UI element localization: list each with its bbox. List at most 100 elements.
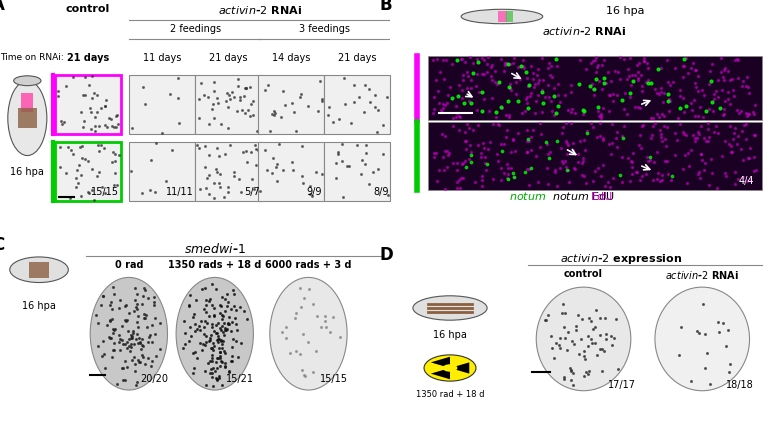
Point [475,177,488,184]
Point [582,370,594,377]
Point [713,328,725,335]
Point [496,147,508,154]
Point [184,291,196,299]
Point [215,358,228,365]
Point [589,340,601,347]
Point [135,335,148,342]
Point [179,330,191,337]
Text: 4/4: 4/4 [739,175,754,186]
Point [687,97,700,104]
Point [111,381,123,388]
Point [358,161,371,168]
Point [143,331,155,338]
Point [247,97,259,105]
Point [65,146,77,153]
Point [566,105,578,113]
Point [294,93,306,101]
Point [581,130,594,137]
Point [584,83,596,90]
Text: 14 days: 14 days [271,53,310,63]
Point [108,169,121,176]
Point [231,353,244,360]
Point [718,110,731,117]
Point [215,311,228,318]
Point [438,167,450,174]
Point [225,328,238,335]
Point [165,90,177,97]
Point [561,106,574,113]
Point [561,141,574,148]
Point [166,146,178,153]
Point [636,172,648,179]
Point [722,88,734,95]
Point [744,144,757,151]
Point [661,171,674,178]
Point [504,85,517,92]
Point [654,64,667,71]
Point [97,338,109,345]
Point [337,194,349,201]
Point [88,89,101,97]
Point [217,312,229,319]
Point [498,140,510,147]
Point [626,158,638,165]
Point [644,114,657,121]
Point [698,134,711,141]
Point [472,141,484,148]
Point [215,337,227,344]
Point [102,115,115,122]
Point [126,333,138,340]
Point [55,117,67,124]
Point [93,123,105,130]
Point [724,361,736,368]
Point [501,174,513,181]
Point [662,79,674,86]
Point [659,136,671,143]
Point [298,372,311,379]
Point [135,346,147,353]
Point [554,144,567,152]
Point [315,323,328,330]
Point [107,148,119,155]
Point [687,132,699,139]
Point [621,111,633,118]
Point [140,311,152,319]
Point [198,324,211,331]
Point [487,120,499,128]
Point [651,175,663,183]
Point [494,164,507,171]
Point [237,149,249,156]
Point [323,104,335,111]
Point [225,358,237,365]
Point [621,66,634,73]
Point [231,108,243,115]
Bar [506,12,513,22]
Point [697,113,709,120]
Point [138,100,151,107]
Point [587,123,599,130]
Point [221,303,233,310]
Point [724,101,736,108]
Point [520,68,532,75]
Point [82,188,95,195]
Point [635,72,647,79]
Point [202,297,215,304]
Point [127,330,139,337]
Point [145,157,157,164]
Point [481,61,493,68]
Point [78,117,90,124]
Point [472,121,484,128]
Point [472,58,484,66]
Point [212,180,225,187]
Point [685,99,697,106]
Point [235,96,247,103]
Point [632,69,644,76]
Point [461,68,473,75]
Point [536,86,548,93]
Point [117,376,129,383]
Point [601,330,613,337]
Point [689,80,701,87]
Point [567,139,579,146]
Point [731,55,744,62]
Point [208,305,220,312]
